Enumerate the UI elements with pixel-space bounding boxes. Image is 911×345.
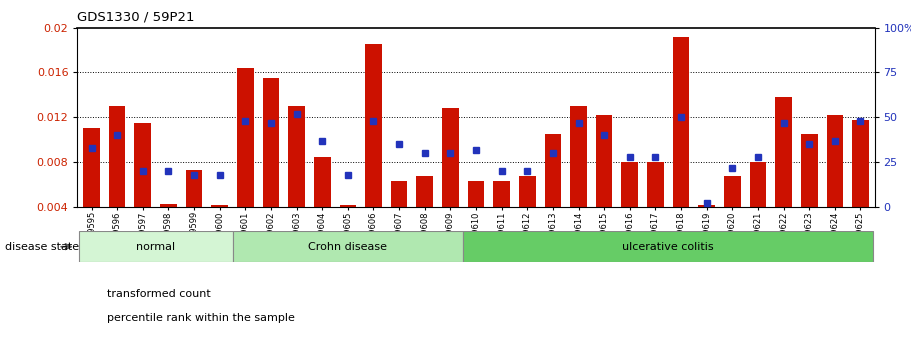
- FancyBboxPatch shape: [232, 231, 463, 262]
- Bar: [340, 205, 356, 252]
- Bar: [160, 204, 177, 252]
- Bar: [801, 134, 817, 252]
- Text: ulcerative colitis: ulcerative colitis: [622, 242, 714, 252]
- Text: percentile rank within the sample: percentile rank within the sample: [107, 313, 295, 323]
- Bar: [621, 162, 638, 252]
- Bar: [416, 176, 433, 252]
- Bar: [262, 78, 280, 252]
- Bar: [288, 106, 305, 252]
- Bar: [135, 124, 151, 252]
- Bar: [108, 106, 126, 252]
- Text: disease state: disease state: [5, 242, 78, 252]
- Bar: [467, 181, 485, 252]
- Bar: [211, 205, 228, 252]
- Text: normal: normal: [136, 242, 175, 252]
- Bar: [852, 120, 869, 252]
- Text: transformed count: transformed count: [107, 289, 211, 299]
- Bar: [826, 115, 844, 252]
- Bar: [570, 106, 587, 252]
- Bar: [596, 115, 612, 252]
- Bar: [365, 45, 382, 252]
- Bar: [391, 181, 407, 252]
- FancyBboxPatch shape: [78, 231, 232, 262]
- Bar: [83, 128, 100, 252]
- Bar: [699, 205, 715, 252]
- Text: GDS1330 / 59P21: GDS1330 / 59P21: [77, 10, 195, 23]
- FancyBboxPatch shape: [463, 231, 874, 262]
- Bar: [186, 170, 202, 252]
- Text: Crohn disease: Crohn disease: [308, 242, 387, 252]
- Bar: [724, 176, 741, 252]
- Bar: [519, 176, 536, 252]
- Bar: [545, 134, 561, 252]
- Bar: [647, 162, 664, 252]
- Bar: [750, 162, 766, 252]
- Bar: [493, 181, 510, 252]
- Bar: [442, 108, 459, 252]
- Bar: [237, 68, 253, 252]
- Bar: [672, 37, 690, 252]
- Bar: [775, 97, 792, 252]
- Bar: [314, 157, 331, 252]
